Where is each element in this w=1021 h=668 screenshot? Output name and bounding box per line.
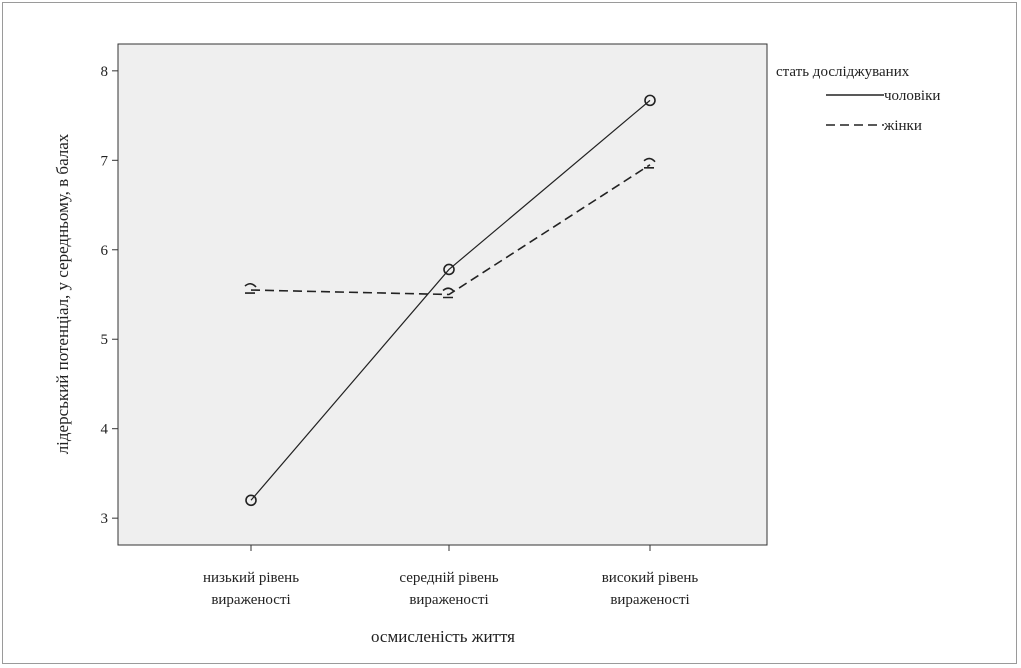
x-tick-label: високий рівень вираженості	[602, 570, 699, 608]
data-point-circle	[443, 263, 455, 276]
data-point-circle	[644, 94, 656, 107]
series-layer	[244, 94, 656, 507]
data-point-marker	[244, 282, 257, 294]
x-axis: низький рівень вираженості середній рівень…	[203, 545, 698, 608]
y-tick-label: 4	[101, 422, 109, 438]
legend-label-2: жінки	[883, 118, 922, 134]
y-tick-label: 3	[101, 511, 109, 527]
y-tick-label: 5	[101, 332, 109, 348]
y-tick-label: 6	[101, 243, 109, 259]
y-axis: 3 4 5 6 7 8	[101, 64, 118, 527]
data-point-marker	[442, 287, 455, 299]
y-tick-label: 7	[101, 153, 109, 169]
x-tick-label: середній рівень вираженості	[399, 570, 498, 608]
legend-title: стать досліджуваних	[776, 64, 910, 80]
y-axis-title: лідерський потенціал, у середньому, в ба…	[53, 133, 72, 454]
series-line-1	[250, 99, 651, 501]
series-line-2	[250, 164, 651, 296]
x-axis-title: осмисленість життя	[371, 627, 515, 646]
x-tick-label: низький рівень вираженості	[203, 570, 299, 608]
data-point-circle	[245, 494, 257, 507]
data-point-marker	[643, 157, 656, 169]
y-tick-label: 8	[101, 64, 109, 80]
plot-area	[117, 43, 768, 546]
legend: стать досліджуваних чоловіки жінки	[776, 64, 940, 134]
legend-label-1: чоловіки	[884, 88, 940, 104]
